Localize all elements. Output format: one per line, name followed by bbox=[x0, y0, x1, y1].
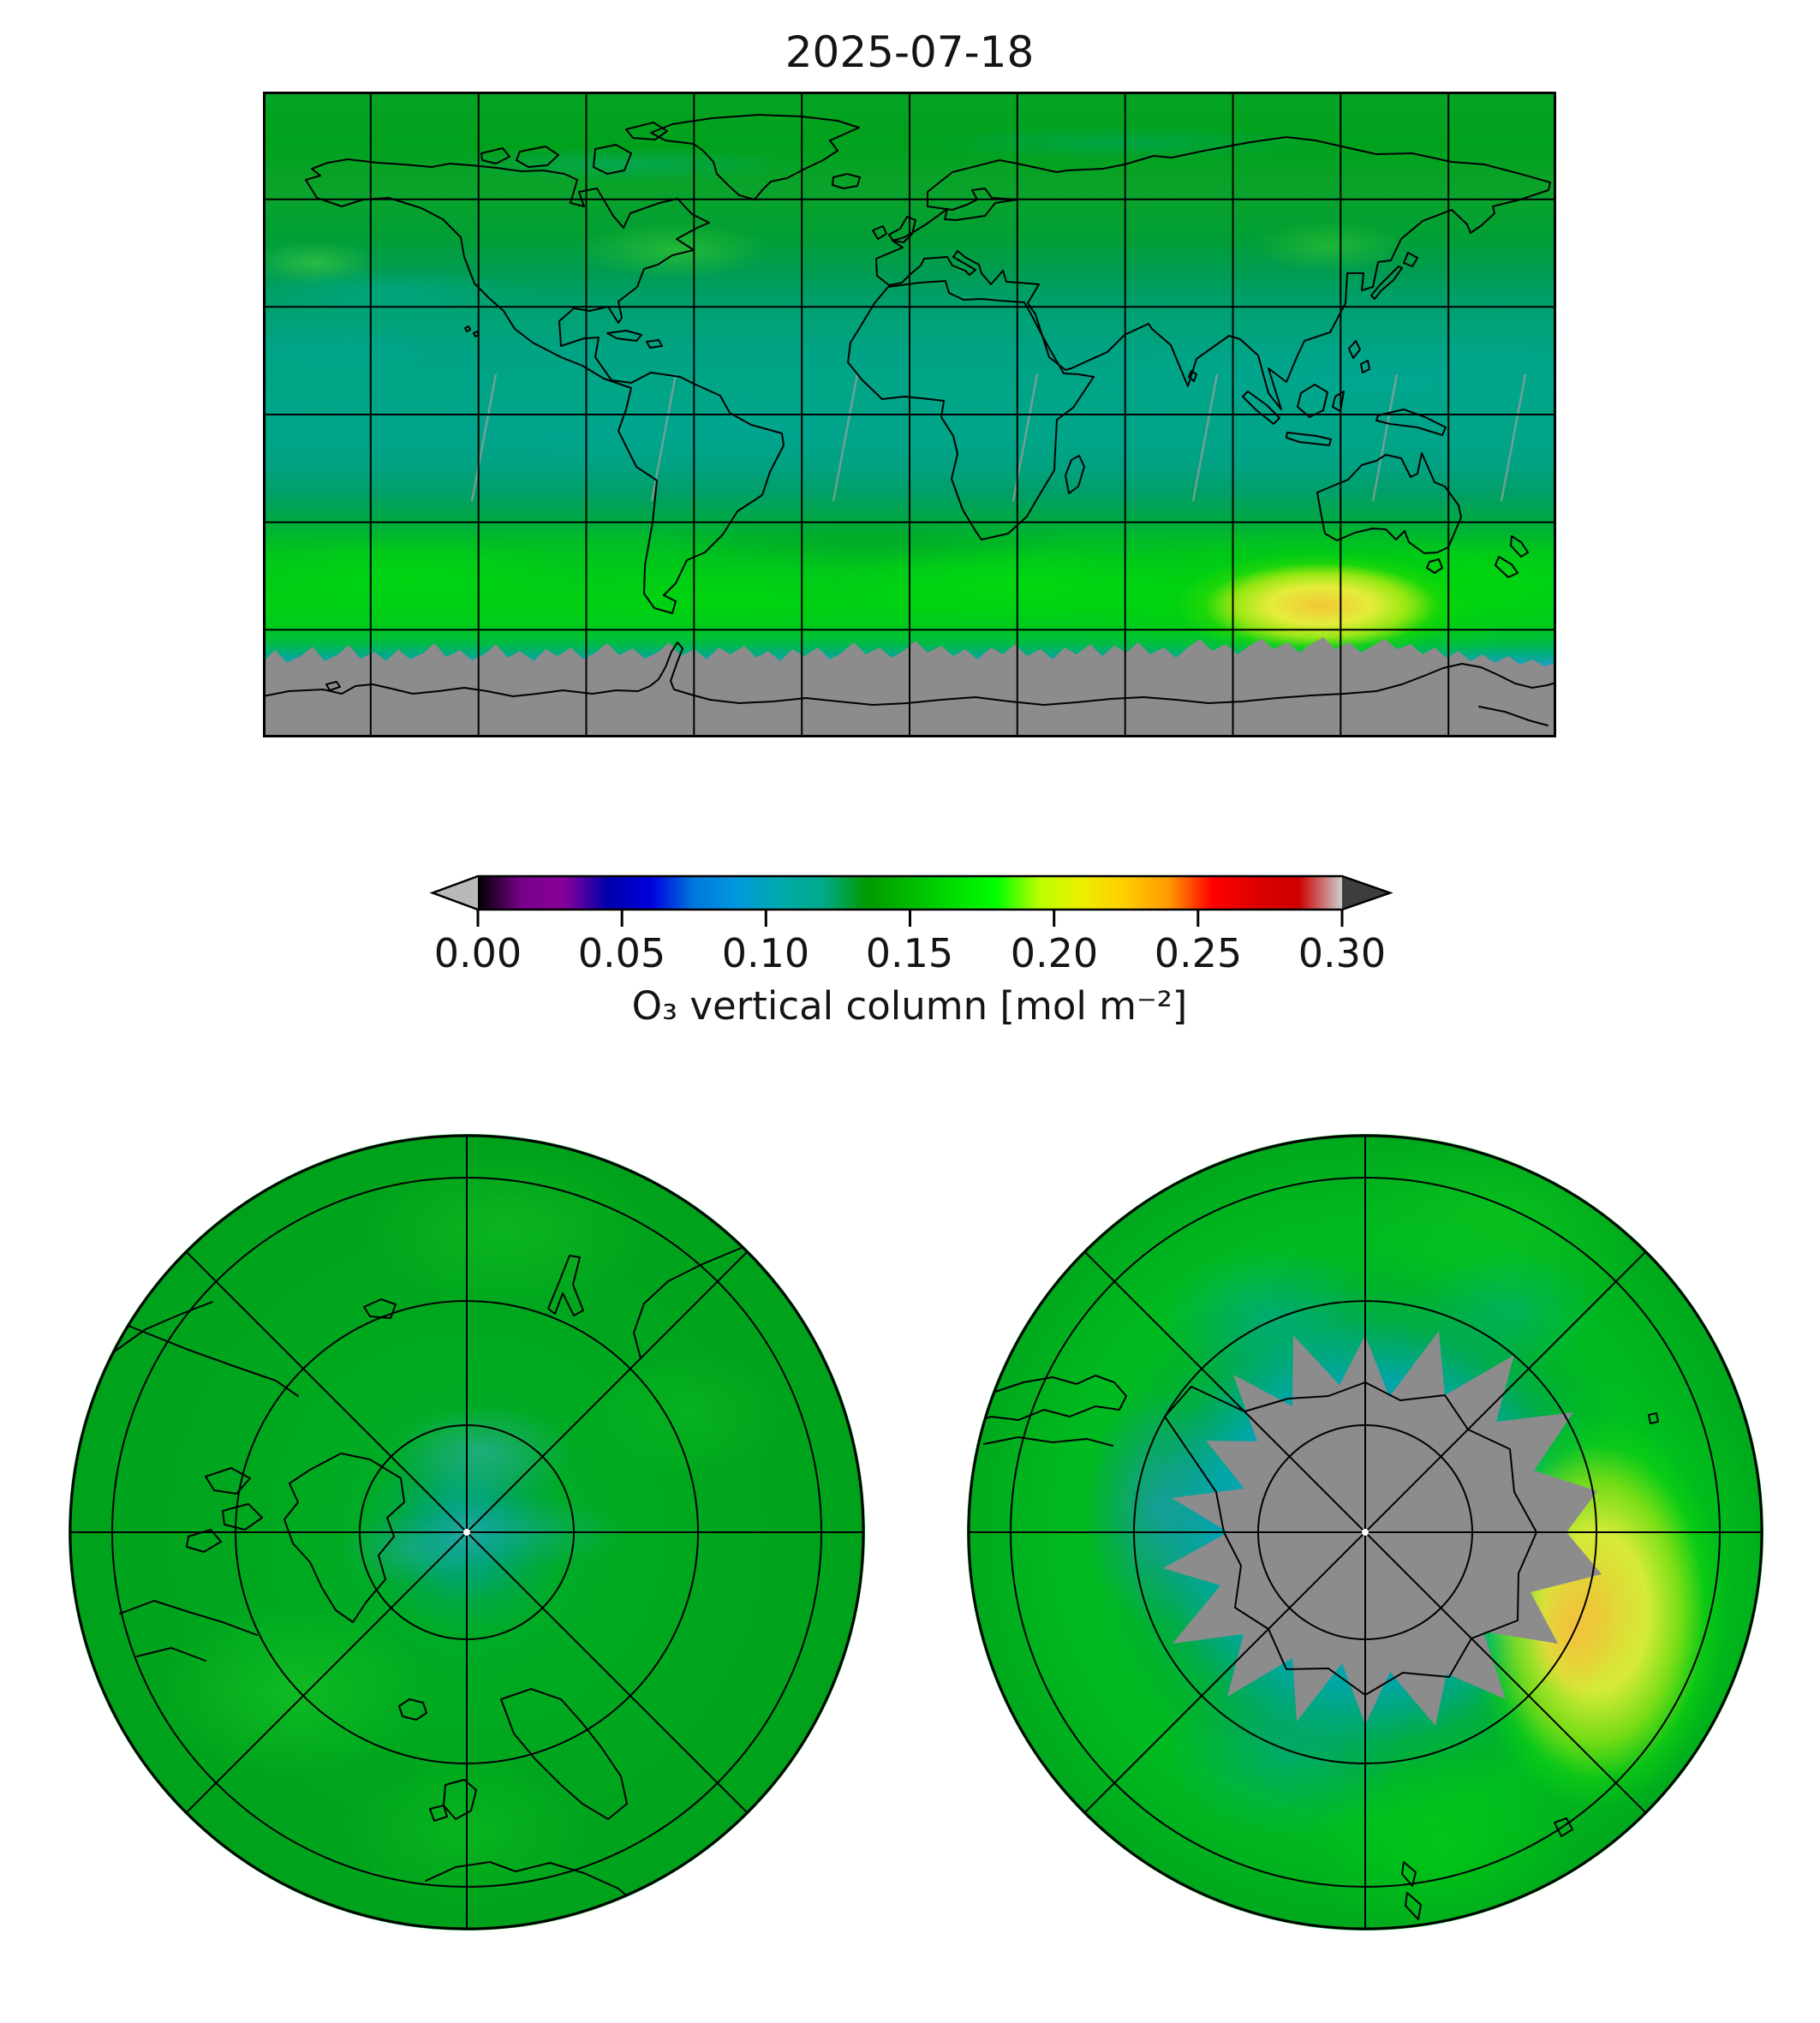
pole-marker bbox=[1362, 1529, 1369, 1536]
colorbar-tick-label: 0.10 bbox=[721, 930, 810, 976]
colorbar-tick-label: 0.00 bbox=[433, 930, 522, 976]
colorbar-over-arrow bbox=[1342, 876, 1390, 910]
colorbar bbox=[429, 874, 1393, 927]
antarctica-no-data-star bbox=[1163, 1331, 1602, 1726]
south-polar-panel bbox=[967, 1134, 1763, 1931]
global-map-overlay bbox=[263, 92, 1556, 737]
south-polar-coastlines bbox=[969, 1375, 1659, 1920]
north-polar-coastlines bbox=[70, 1215, 850, 1906]
colorbar-under-arrow bbox=[433, 876, 478, 910]
south-polar-frame bbox=[967, 1134, 1763, 1931]
global-map-panel bbox=[263, 92, 1556, 737]
colorbar-gradient bbox=[478, 876, 1342, 910]
colorbar-tick-label: 0.05 bbox=[577, 930, 666, 976]
colorbar-tick-label: 0.25 bbox=[1154, 930, 1243, 976]
coastlines bbox=[263, 114, 1556, 726]
colorbar-tick-label: 0.15 bbox=[865, 930, 954, 976]
graticule bbox=[263, 92, 1556, 737]
colorbar-ticks bbox=[476, 910, 1344, 927]
colorbar-tick-label: 0.30 bbox=[1298, 930, 1387, 976]
north-polar-frame bbox=[69, 1134, 865, 1931]
pole-marker bbox=[463, 1529, 470, 1536]
colorbar-unit-label: O₃ vertical column [mol m⁻²] bbox=[631, 983, 1188, 1029]
north-polar-overlay bbox=[69, 1134, 865, 1931]
south-polar-overlay bbox=[967, 1134, 1763, 1931]
colorbar-tick-label: 0.20 bbox=[1010, 930, 1099, 976]
swath-streaks bbox=[470, 373, 1527, 502]
figure-title: 2025-07-18 bbox=[785, 27, 1035, 77]
north-polar-panel bbox=[69, 1134, 865, 1931]
map-frame bbox=[263, 92, 1556, 737]
